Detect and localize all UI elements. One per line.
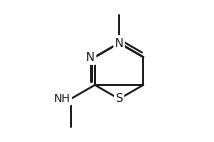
Text: N: N <box>115 36 123 50</box>
Text: S: S <box>115 92 123 106</box>
Text: NH: NH <box>54 94 71 104</box>
Text: N: N <box>86 51 95 63</box>
